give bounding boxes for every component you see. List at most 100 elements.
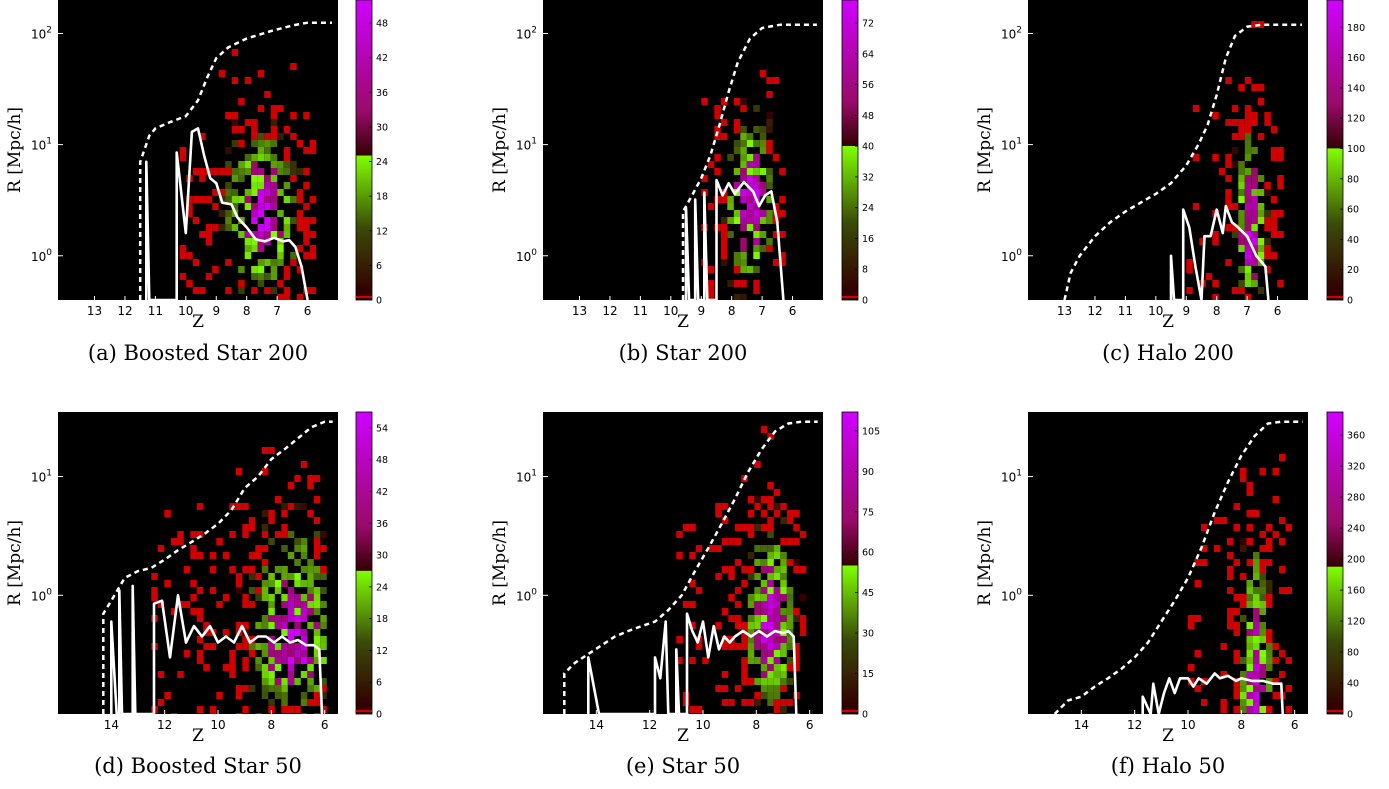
heat-cell xyxy=(767,433,774,440)
heat-cell xyxy=(1259,685,1266,692)
heat-cell xyxy=(689,706,696,713)
heat-cell xyxy=(264,91,271,98)
heat-cell xyxy=(753,189,760,196)
heat-cell xyxy=(300,601,308,608)
heat-cell xyxy=(251,119,258,126)
heat-cell xyxy=(689,622,696,629)
heat-cell xyxy=(1246,706,1253,713)
heat-cell xyxy=(754,594,761,601)
heat-cell xyxy=(313,531,321,538)
heat-cell xyxy=(747,552,755,559)
heat-cell xyxy=(773,685,781,692)
heat-cell xyxy=(264,231,271,238)
heat-cell xyxy=(1251,210,1258,217)
heat-cell xyxy=(799,615,807,622)
heat-cell xyxy=(270,112,278,119)
x-tick-label: 6 xyxy=(1291,718,1299,732)
heat-cell xyxy=(1251,224,1258,231)
heat-cell xyxy=(229,664,236,671)
heat-cell xyxy=(767,587,774,594)
heat-cell xyxy=(264,287,271,294)
heat-cell xyxy=(190,608,197,615)
heat-cell xyxy=(244,168,252,175)
heat-cell xyxy=(747,496,755,503)
heat-cell xyxy=(238,161,245,168)
heat-cell xyxy=(695,587,703,594)
heat-cell xyxy=(799,622,807,629)
heat-cell xyxy=(701,175,708,182)
heat-cell xyxy=(707,203,715,210)
heat-cell xyxy=(274,615,282,622)
heat-cell xyxy=(740,175,747,182)
heat-cell xyxy=(248,587,256,594)
heat-cell xyxy=(1259,608,1266,615)
heat-cell xyxy=(1251,217,1258,224)
heat-cell xyxy=(303,238,310,245)
heat-cell xyxy=(320,678,327,685)
heat-cell xyxy=(793,664,800,671)
heat-cell xyxy=(244,77,252,84)
heat-cell xyxy=(720,245,728,252)
heat-cell xyxy=(307,678,314,685)
heat-cell xyxy=(1251,238,1258,245)
heat-cell xyxy=(1188,615,1195,622)
heat-cell xyxy=(1244,280,1252,287)
heat-cell xyxy=(1259,622,1266,629)
heat-cell xyxy=(1253,510,1260,517)
heat-cell xyxy=(1251,84,1258,91)
colorbar-tick-label: 54 xyxy=(376,423,388,434)
heat-cell xyxy=(268,650,275,657)
heat-cell xyxy=(753,287,760,294)
heat-cell xyxy=(274,650,282,657)
heat-cell xyxy=(1233,657,1240,664)
heat-cell xyxy=(773,678,781,685)
heat-cell xyxy=(746,161,754,168)
heat-cell xyxy=(754,524,761,531)
x-tick-label: 12 xyxy=(1127,718,1142,732)
heat-cell xyxy=(251,238,258,245)
heat-cell xyxy=(290,217,297,224)
heat-cell xyxy=(1244,133,1252,140)
heat-cell xyxy=(1225,196,1232,203)
heat-cell xyxy=(320,692,327,699)
heat-cell xyxy=(257,259,265,266)
heat-cell xyxy=(261,622,269,629)
heat-cell xyxy=(268,573,275,580)
heat-cell xyxy=(1238,287,1245,294)
heat-cell xyxy=(766,238,773,245)
heat-cell xyxy=(255,552,262,559)
heat-cell xyxy=(287,636,295,643)
heat-cell xyxy=(1264,245,1271,252)
heat-cell xyxy=(190,531,197,538)
heat-cell xyxy=(313,699,321,706)
x-tick-label: 12 xyxy=(602,304,617,318)
heat-cell xyxy=(780,671,787,678)
heat-cell xyxy=(1251,231,1258,238)
heat-cell xyxy=(1246,629,1253,636)
heat-cell xyxy=(264,182,271,189)
heat-cell xyxy=(740,210,747,217)
heat-cell xyxy=(740,98,747,105)
heat-cell xyxy=(300,643,308,650)
heat-cell xyxy=(290,252,297,259)
heatmap-cells xyxy=(676,426,807,714)
heat-cell xyxy=(799,566,807,573)
heat-cell xyxy=(1279,538,1286,545)
heat-cell xyxy=(747,636,755,643)
colorbar-tick-label: 24 xyxy=(376,157,388,168)
heat-cell xyxy=(248,552,256,559)
heat-cell xyxy=(1259,468,1266,475)
heat-cell xyxy=(1264,182,1271,189)
heat-cell xyxy=(720,217,728,224)
heat-cell xyxy=(270,189,278,196)
heat-cell xyxy=(179,245,187,252)
heat-cell xyxy=(261,650,269,657)
colorbar xyxy=(1326,0,1344,301)
heat-cell xyxy=(264,154,271,161)
heat-cell xyxy=(261,692,269,699)
heat-cell xyxy=(268,664,275,671)
heat-cell xyxy=(1244,168,1252,175)
heat-cell xyxy=(261,559,269,566)
heat-cell xyxy=(733,182,741,189)
heat-cell xyxy=(1244,273,1252,280)
